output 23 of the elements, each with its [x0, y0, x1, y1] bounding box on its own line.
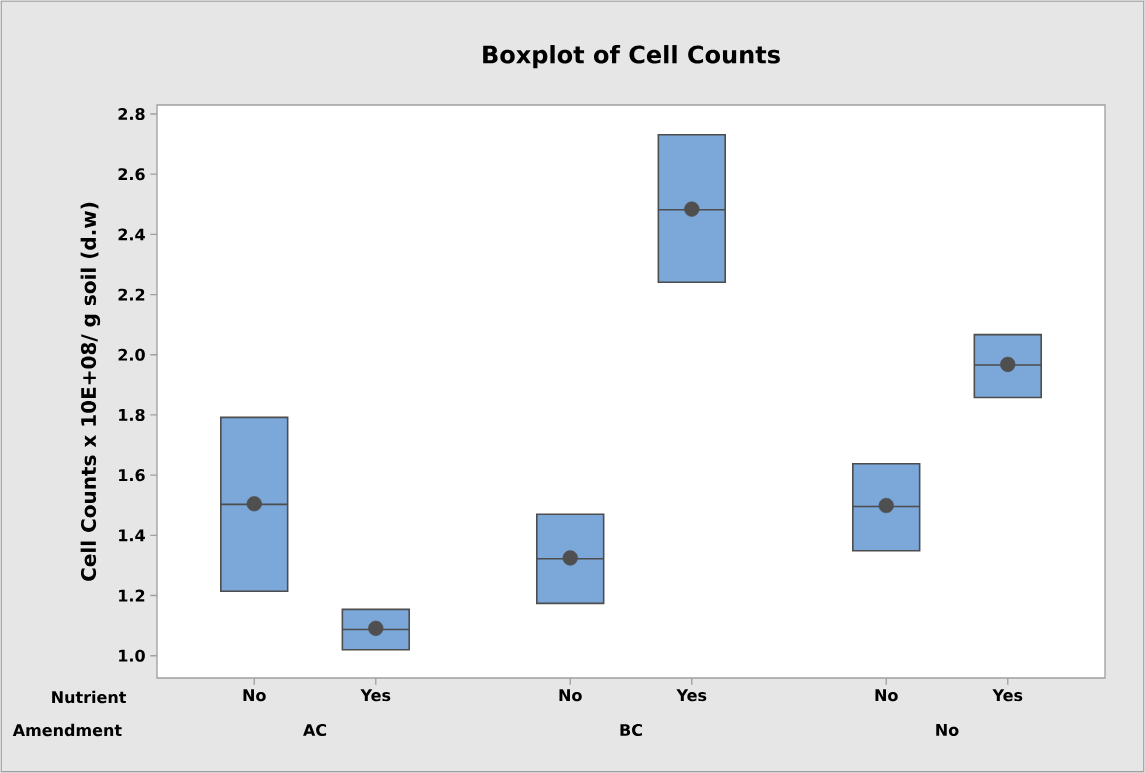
y-tick-label: 2.6 — [118, 168, 145, 181]
y-tick-label: 1.4 — [119, 529, 145, 542]
y-tick-label: 1.2 — [119, 589, 145, 602]
y-tick-label: 1.8 — [119, 408, 145, 422]
y-tick-label: 2.2 — [118, 288, 145, 301]
x-tick-label: No — [243, 689, 266, 702]
y-tick-label: 1.0 — [119, 649, 145, 662]
y-axis-title: Cell Counts x 10E+08/ g soil (d.w) — [80, 202, 101, 581]
text: Amendment — [12, 723, 122, 737]
text: Nutrient — [52, 690, 127, 704]
x-tick-label: Yes — [676, 689, 707, 702]
y-tick-label: 2.0 — [118, 348, 145, 361]
x-tick-label: Yes — [360, 689, 391, 702]
text: No — [936, 724, 959, 736]
y-tick-label: 2.4 — [118, 228, 145, 241]
x-tick-label: Yes — [992, 689, 1023, 702]
text: BC — [620, 723, 642, 737]
y-tick-label: 2.8 — [118, 107, 145, 121]
text: AC — [303, 723, 327, 737]
y-tick-label: 1.6 — [119, 469, 145, 482]
x-tick-label: No — [875, 689, 898, 702]
x-tick-label: No — [559, 689, 582, 702]
chart-title: Boxplot of Cell Counts — [483, 45, 780, 69]
